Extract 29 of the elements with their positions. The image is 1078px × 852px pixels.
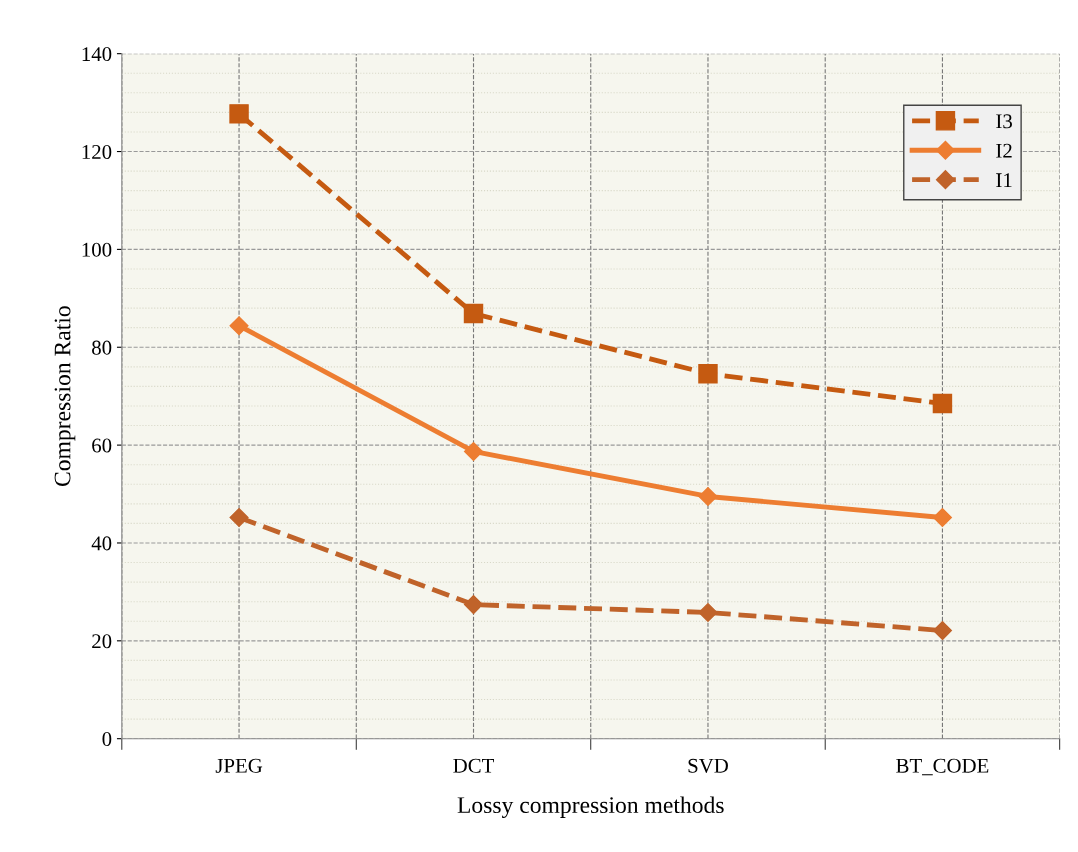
point xyxy=(698,486,718,507)
point xyxy=(932,621,952,641)
y-tick-label: 120 xyxy=(82,144,112,159)
point xyxy=(463,441,484,462)
point xyxy=(932,393,953,414)
point xyxy=(698,363,718,384)
y-tick-label: 100 xyxy=(82,242,112,257)
point xyxy=(698,602,718,622)
point xyxy=(229,104,249,124)
x-tick-label: BT_CODE xyxy=(896,758,989,776)
x-axis-title: Lossy compression methods xyxy=(457,796,724,818)
y-axis-title: Compression Ratio xyxy=(54,306,76,487)
y-tick-label: 140 xyxy=(82,47,112,62)
x-tick-label: JPEG xyxy=(215,758,263,773)
y-tick-label: 40 xyxy=(91,536,112,551)
y-tick-label: 80 xyxy=(92,340,112,355)
y-tick-label: 0 xyxy=(102,732,112,747)
point xyxy=(932,507,952,528)
point xyxy=(229,507,249,528)
y-tick-label: 60 xyxy=(92,438,112,453)
point xyxy=(463,595,484,615)
y-tick-label: 20 xyxy=(92,634,112,649)
legend-label: I2 xyxy=(996,143,1012,158)
x-tick-label: SVD xyxy=(688,758,728,773)
x-tick-label: DCT xyxy=(453,758,494,773)
legend-label: I3 xyxy=(996,114,1012,129)
legend-label: I1 xyxy=(996,173,1012,187)
point xyxy=(229,316,249,336)
point xyxy=(463,303,484,324)
